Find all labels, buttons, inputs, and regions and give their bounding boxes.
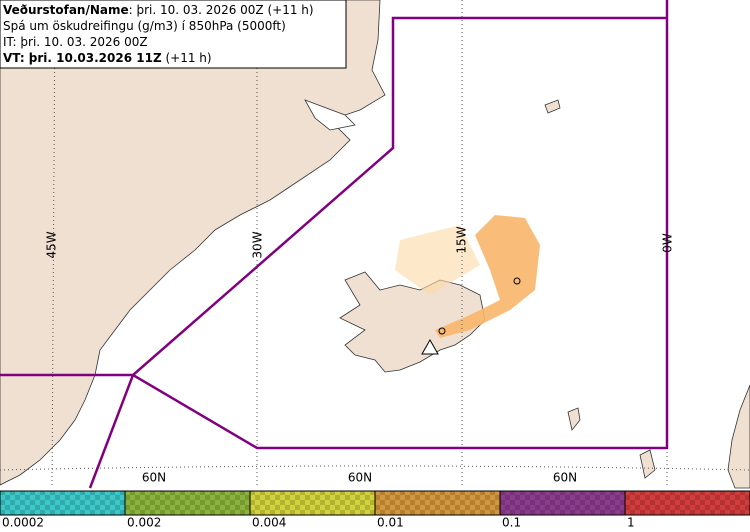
iceland — [339, 271, 486, 373]
legend-label: 1 — [627, 516, 635, 530]
faroes — [567, 407, 581, 431]
volcano-marker — [513, 277, 521, 285]
fjord — [304, 99, 356, 131]
legend-pattern — [625, 491, 750, 515]
header-bold: VT: þri. 10.03.2026 11Z — [3, 51, 162, 65]
legend-pattern — [125, 491, 250, 515]
legend-label: 0.0002 — [2, 516, 44, 530]
header-text: : þri. 10. 03. 2026 00Z (+11 h) — [129, 3, 314, 17]
meridian-label: 0W — [661, 233, 675, 253]
shetland — [639, 449, 656, 479]
legend-pattern — [375, 491, 500, 515]
parallel-label: 60N — [348, 471, 372, 485]
legend-label: 0.01 — [377, 516, 404, 530]
header-bold: Veðurstofan/Name — [3, 3, 129, 17]
header-text: IT: þri. 10. 03. 2026 00Z — [3, 35, 148, 49]
parallel-label: 60N — [553, 471, 577, 485]
fir-boundary — [0, 0, 669, 450]
meridian-label: 30W — [251, 231, 265, 258]
legend-label: 0.004 — [252, 516, 286, 530]
ash-plume — [435, 215, 540, 338]
meridian — [51, 0, 56, 489]
legend-pattern — [0, 491, 125, 515]
legend-label: 0.1 — [502, 516, 521, 530]
header-line: VT: þri. 10.03.2026 11Z (+11 h) — [3, 51, 212, 65]
header-text: (+11 h) — [162, 51, 212, 65]
meridian-label: 15W — [455, 226, 469, 253]
legend-pattern — [500, 491, 625, 515]
legend-pattern — [250, 491, 375, 515]
header-box — [0, 0, 347, 69]
header-line: Spá um öskudreifingu (g/m3) í 850hPa (50… — [3, 19, 286, 33]
legend-label: 0.002 — [127, 516, 161, 530]
greenland — [0, 0, 386, 486]
parallel-label: 60N — [142, 471, 166, 485]
volcano-icon — [421, 338, 439, 355]
header-line: Veðurstofan/Name: þri. 10. 03. 2026 00Z … — [3, 3, 314, 17]
volcano-marker — [438, 327, 446, 335]
fir-boundary — [88, 16, 667, 489]
ash-plume-thin — [395, 225, 480, 295]
header-line: IT: þri. 10. 03. 2026 00Z — [3, 35, 148, 49]
island — [544, 99, 561, 114]
header-text: Spá um öskudreifingu (g/m3) í 850hPa (50… — [3, 19, 286, 33]
meridian-label: 45W — [45, 231, 59, 258]
